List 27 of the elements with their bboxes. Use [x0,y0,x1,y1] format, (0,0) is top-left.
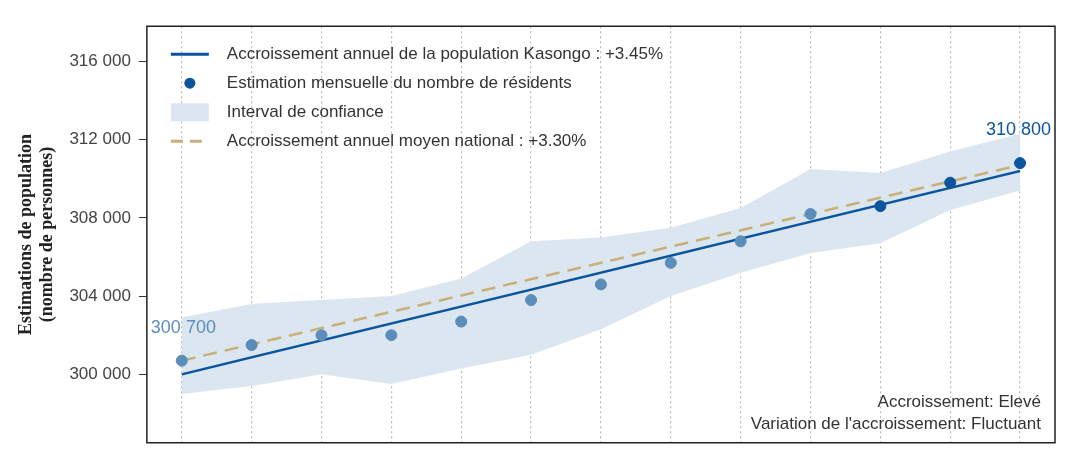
data-label: 300 700 [150,316,216,337]
annotation: Accroissement: Elevé [877,391,1041,411]
point [804,207,817,220]
y-tick-label: 316 000 [69,51,131,71]
legend-label: Estimation mensuelle du nombre de résidents [226,72,572,92]
annotation: Variation de l'accroissement: Fluctuant [750,413,1042,433]
point [525,294,538,307]
point [175,354,188,367]
point [944,176,957,189]
y-tick-label: 300 000 [69,364,131,384]
point [594,278,607,291]
legend-label: Interval de confiance [226,101,384,121]
point [664,256,677,269]
data-label: 310 800 [985,119,1052,140]
legend-label: Accroissement annuel de la population Kasongo : +3.45% [226,43,664,63]
y-tick-label: 312 000 [69,129,131,149]
legend-label: Accroissement annuel moyen national : +3.30% [226,130,587,150]
point [315,329,328,342]
point [245,339,258,352]
y-axis-title: Estimations de population (nombre de personnes) [15,133,57,336]
y-tick-label: 304 000 [69,285,131,305]
point [1014,157,1027,170]
point [455,315,468,328]
point [734,235,747,248]
point [874,200,887,213]
point [385,329,398,342]
y-tick-label: 308 000 [69,207,131,227]
